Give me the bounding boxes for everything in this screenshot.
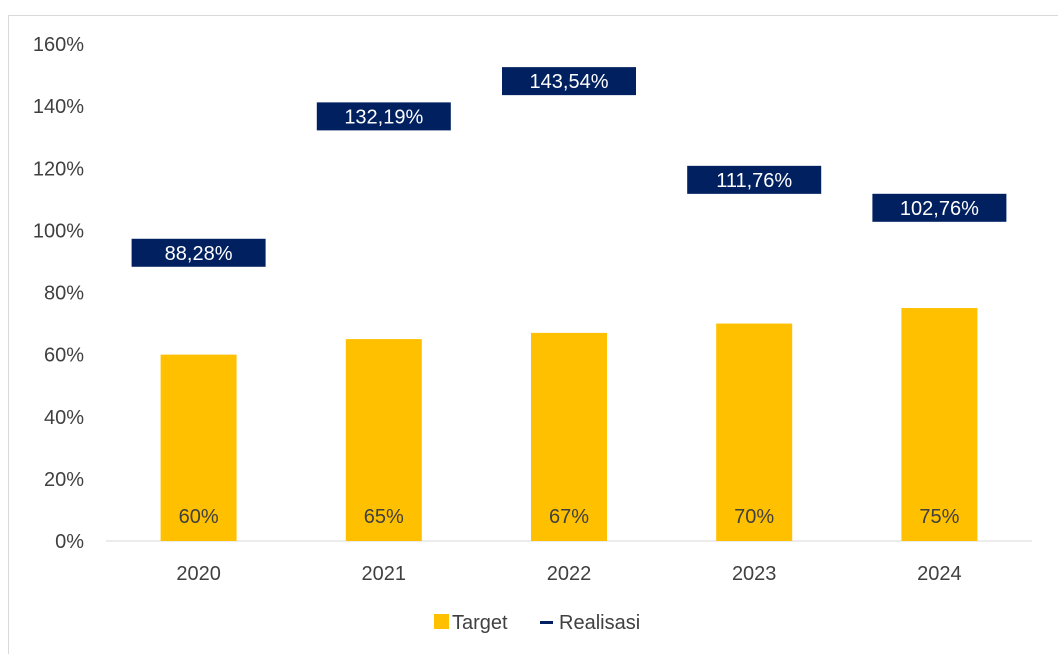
realisasi-data-label: 111,76% (716, 170, 792, 192)
realisasi-data-label: 88,28% (165, 243, 233, 265)
legend-target-label: Target (452, 612, 508, 634)
target-bar (901, 308, 978, 541)
realisasi-data-label: 102,76% (900, 198, 979, 220)
realisasi-data-label: 143,54% (530, 71, 609, 93)
target-bar (716, 323, 793, 541)
legend-realisasi-swatch (540, 621, 553, 624)
y-tick-label: 20% (44, 469, 84, 491)
realisasi-marker (872, 193, 1007, 222)
legend-realisasi-label: Realisasi (559, 612, 640, 634)
target-bar-label: 75% (919, 506, 959, 528)
target-bar (531, 332, 607, 541)
x-tick-label: 2020 (176, 563, 221, 585)
target-bar-label: 65% (364, 506, 404, 528)
target-bar (345, 339, 422, 541)
y-tick-label: 140% (33, 96, 84, 118)
realisasi-marker (502, 67, 636, 96)
x-tick-label: 2024 (917, 563, 962, 585)
y-tick-label: 160% (33, 34, 84, 56)
y-tick-label: 80% (44, 283, 84, 305)
x-tick-label: 2023 (732, 563, 777, 585)
x-tick-label: 2021 (362, 563, 407, 585)
y-tick-label: 0% (55, 531, 84, 553)
target-bar (160, 354, 237, 541)
target-bar-label: 70% (734, 506, 774, 528)
target-bar-label: 60% (179, 506, 219, 528)
x-tick-label: 2022 (547, 563, 592, 585)
realisasi-marker (131, 238, 266, 267)
target-bar-label: 67% (549, 506, 589, 528)
y-tick-label: 60% (44, 345, 84, 367)
legend-target-swatch (434, 614, 449, 629)
realisasi-marker (316, 102, 451, 131)
y-tick-label: 40% (44, 407, 84, 429)
y-tick-label: 120% (33, 158, 84, 180)
realisasi-data-label: 132,19% (344, 106, 423, 128)
realisasi-marker (687, 165, 822, 194)
y-tick-label: 100% (33, 220, 84, 242)
chart-frame (8, 15, 1058, 654)
